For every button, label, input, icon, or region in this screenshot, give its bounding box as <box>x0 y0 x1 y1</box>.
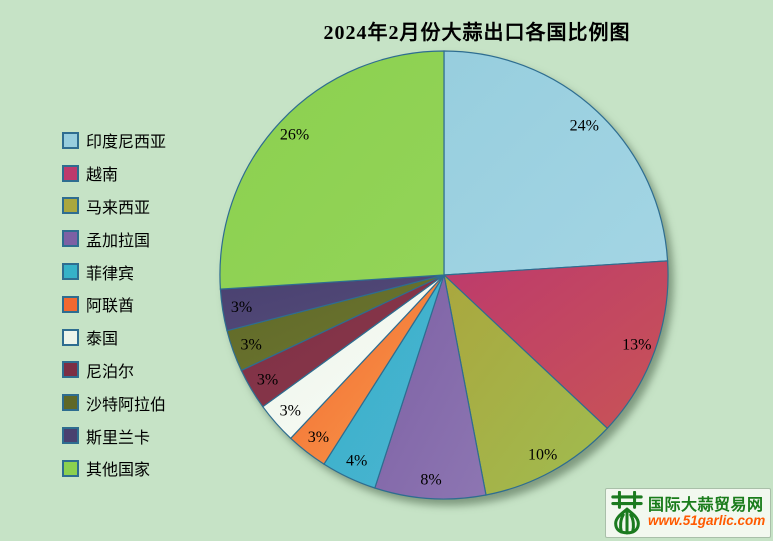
legend-label: 沙特阿拉伯 <box>86 396 167 414</box>
garlic-logo-icon <box>611 491 643 535</box>
legend-swatch <box>62 197 79 215</box>
slice-percent-label-1: 13% <box>622 336 651 353</box>
slice-percent-label-8: 3% <box>241 336 262 353</box>
legend-label: 其他国家 <box>86 462 151 480</box>
legend-label: 印度尼西亚 <box>86 134 167 152</box>
legend-item-0: 印度尼西亚 <box>62 124 166 157</box>
legend-item-2: 马来西亚 <box>62 190 166 223</box>
legend-item-4: 菲律宾 <box>62 255 166 288</box>
slice-percent-label-5: 3% <box>308 429 329 446</box>
slice-percent-label-2: 10% <box>528 447 557 464</box>
pie <box>219 50 669 500</box>
legend-label: 孟加拉国 <box>86 232 151 250</box>
legend-swatch <box>62 394 79 412</box>
chart-title: 2024年2月份大蒜出口各国比例图 <box>323 22 631 44</box>
legend-label: 马来西亚 <box>86 199 151 217</box>
legend-label: 泰国 <box>86 331 119 349</box>
slice-percent-label-7: 3% <box>257 371 278 388</box>
watermark-url: www.51garlic.com <box>648 513 766 529</box>
pie-slice-1 <box>442 260 669 430</box>
legend-item-1: 越南 <box>62 157 166 190</box>
legend-swatch <box>62 164 79 182</box>
legend-swatch <box>62 295 79 313</box>
legend-item-7: 尼泊尔 <box>62 354 166 387</box>
legend-swatch <box>62 361 79 379</box>
slice-percent-label-10: 26% <box>280 127 309 144</box>
legend-label: 斯里兰卡 <box>86 429 151 447</box>
pie-slice-10 <box>219 50 445 290</box>
legend-item-5: 阿联酋 <box>62 288 166 321</box>
legend-label: 越南 <box>86 167 119 185</box>
slice-percent-label-6: 3% <box>280 403 301 420</box>
legend-swatch <box>62 459 79 477</box>
legend-swatch <box>62 427 79 445</box>
legend-item-8: 沙特阿拉伯 <box>62 386 166 419</box>
watermark-site-name: 国际大蒜贸易网 <box>648 496 764 514</box>
legend-label: 阿联酋 <box>86 298 135 316</box>
legend: 印度尼西亚越南马来西亚孟加拉国菲律宾阿联酋泰国尼泊尔沙特阿拉伯斯里兰卡其他国家 <box>62 124 166 485</box>
legend-label: 尼泊尔 <box>86 363 135 381</box>
legend-item-3: 孟加拉国 <box>62 222 166 255</box>
legend-item-10: 其他国家 <box>62 452 166 485</box>
slice-percent-label-3: 8% <box>420 472 441 489</box>
legend-item-9: 斯里兰卡 <box>62 419 166 452</box>
watermark: 国际大蒜贸易网 www.51garlic.com <box>605 488 771 538</box>
legend-swatch <box>62 230 79 248</box>
pie-slice-3 <box>374 274 487 500</box>
slice-percent-label-9: 3% <box>231 299 252 316</box>
legend-item-6: 泰国 <box>62 321 166 354</box>
pie-slice-2 <box>443 273 609 496</box>
legend-label: 菲律宾 <box>86 265 135 283</box>
slice-percent-label-0: 24% <box>570 118 599 135</box>
pie-slice-0 <box>443 50 669 276</box>
legend-swatch <box>62 263 79 281</box>
slice-percent-label-4: 4% <box>346 453 367 470</box>
legend-swatch <box>62 131 79 149</box>
legend-swatch <box>62 328 79 346</box>
